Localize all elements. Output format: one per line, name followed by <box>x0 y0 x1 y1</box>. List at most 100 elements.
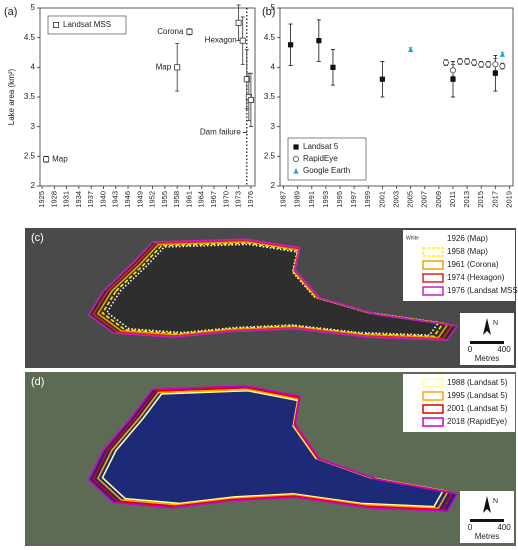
point <box>449 67 456 74</box>
legend-swatch <box>422 417 444 427</box>
annotation: Corona <box>157 27 184 36</box>
x-tick-label: 1925 <box>37 191 46 208</box>
point <box>43 156 50 163</box>
north-label: N <box>493 498 498 505</box>
point <box>287 42 294 48</box>
y-tick-label: 3 <box>271 122 276 131</box>
legend-swatch <box>422 391 444 401</box>
point <box>235 19 242 26</box>
plot-frame <box>39 7 256 187</box>
x-tick-label: 1943 <box>111 191 120 208</box>
x-tick-label: 2005 <box>406 191 415 208</box>
annotation: Dam failure <box>200 128 241 137</box>
x-tick-label: 2011 <box>448 191 457 207</box>
x-tick-label: 1987 <box>279 191 288 208</box>
y-tick-label: 3.5 <box>264 92 276 101</box>
x-tick-label: 2015 <box>476 191 485 208</box>
x-tick-label: 1958 <box>172 191 181 208</box>
north-label: N <box>493 320 498 327</box>
x-tick-label: 1934 <box>74 191 83 208</box>
x-tick-label: 1955 <box>160 191 169 208</box>
x-tick-label: 1964 <box>197 191 206 208</box>
legend-swatch <box>422 273 444 283</box>
legend-box <box>403 230 515 301</box>
annotation: Map <box>52 154 68 163</box>
legend-swatch <box>422 247 444 257</box>
panel-label: (d) <box>31 376 44 388</box>
y-tick-label: 4.5 <box>264 33 276 42</box>
panel-label: (a) <box>4 6 17 18</box>
legend-label: 1926 (Map) <box>447 234 488 243</box>
x-tick-label: 1973 <box>234 191 243 208</box>
x-tick-label: 2007 <box>420 191 429 208</box>
x-tick-label: 2019 <box>504 191 513 208</box>
point <box>330 64 336 70</box>
y-tick-label: 2.5 <box>264 151 276 160</box>
legend-swatch <box>422 234 444 244</box>
lake-fill <box>88 385 458 512</box>
x-tick-label: 1993 <box>321 191 330 208</box>
legend-marker <box>53 21 60 28</box>
point <box>499 63 506 70</box>
x-tick-label: 1946 <box>123 191 132 208</box>
scale-label: 0 <box>468 345 473 354</box>
x-tick-label: 1997 <box>349 191 358 208</box>
y-tick-label: 5 <box>31 3 36 12</box>
x-tick-label: 1999 <box>363 191 372 208</box>
legend-swatch <box>422 404 444 414</box>
x-tick-label: 2013 <box>462 191 471 208</box>
point <box>499 51 506 57</box>
annotation: Hexagon <box>205 36 237 45</box>
legend-swatch <box>422 260 444 270</box>
legend-label: 1961 (Corona) <box>447 260 499 269</box>
point <box>471 59 478 66</box>
legend-label: Landsat MSS <box>63 20 111 29</box>
lake-outline <box>87 238 459 341</box>
north-arrow <box>483 496 491 513</box>
y-tick-label: 3 <box>31 122 36 131</box>
scale-label: 0 <box>468 523 473 532</box>
scale-bar <box>470 519 504 522</box>
y-tick-label: 3.5 <box>24 92 36 101</box>
x-tick-label: 1928 <box>49 191 58 208</box>
x-tick-label: 2001 <box>377 191 386 208</box>
x-tick-label: 1949 <box>135 191 144 208</box>
legend-label: 1958 (Map) <box>447 247 488 256</box>
legend-label: 1974 (Hexagon) <box>447 273 505 282</box>
x-tick-label: 1991 <box>307 191 316 208</box>
x-tick-label: 1970 <box>221 191 230 208</box>
x-tick-label: 1995 <box>335 191 344 208</box>
scale-label: 400 <box>497 523 511 532</box>
scale-unit: Metres <box>475 532 499 541</box>
legend-swatch <box>422 378 444 388</box>
point <box>485 61 492 68</box>
legend-label: 1976 (Landsat MSS) <box>447 286 518 295</box>
legend-label: 1988 (Landsat 5) <box>447 378 508 387</box>
legend-marker <box>293 144 299 150</box>
legend-label: RapidEye <box>303 154 338 163</box>
point <box>442 59 449 66</box>
legend-box <box>287 137 367 181</box>
y-tick-label: 2 <box>31 181 36 190</box>
point <box>408 46 414 53</box>
y-tick-label: 4.5 <box>24 33 36 42</box>
legend-swatch <box>422 286 444 296</box>
x-tick-label: 2003 <box>391 191 400 208</box>
x-tick-label: 1989 <box>293 191 302 208</box>
x-tick-label: 1952 <box>148 191 157 208</box>
x-tick-label: 1967 <box>209 191 218 208</box>
legend-label: 2018 (RapidEye) <box>447 417 507 426</box>
x-tick-label: 2017 <box>490 191 499 208</box>
legend-label: Google Earth <box>303 166 350 175</box>
point <box>247 96 254 103</box>
legend-box <box>47 15 127 35</box>
lake-fill <box>88 239 458 340</box>
point <box>243 76 250 83</box>
point <box>492 61 499 68</box>
y-tick-label: 5 <box>271 3 276 12</box>
y-tick-label: 2.5 <box>24 151 36 160</box>
point <box>464 58 471 65</box>
y-tick-label: 2 <box>271 181 276 190</box>
point <box>379 76 385 82</box>
